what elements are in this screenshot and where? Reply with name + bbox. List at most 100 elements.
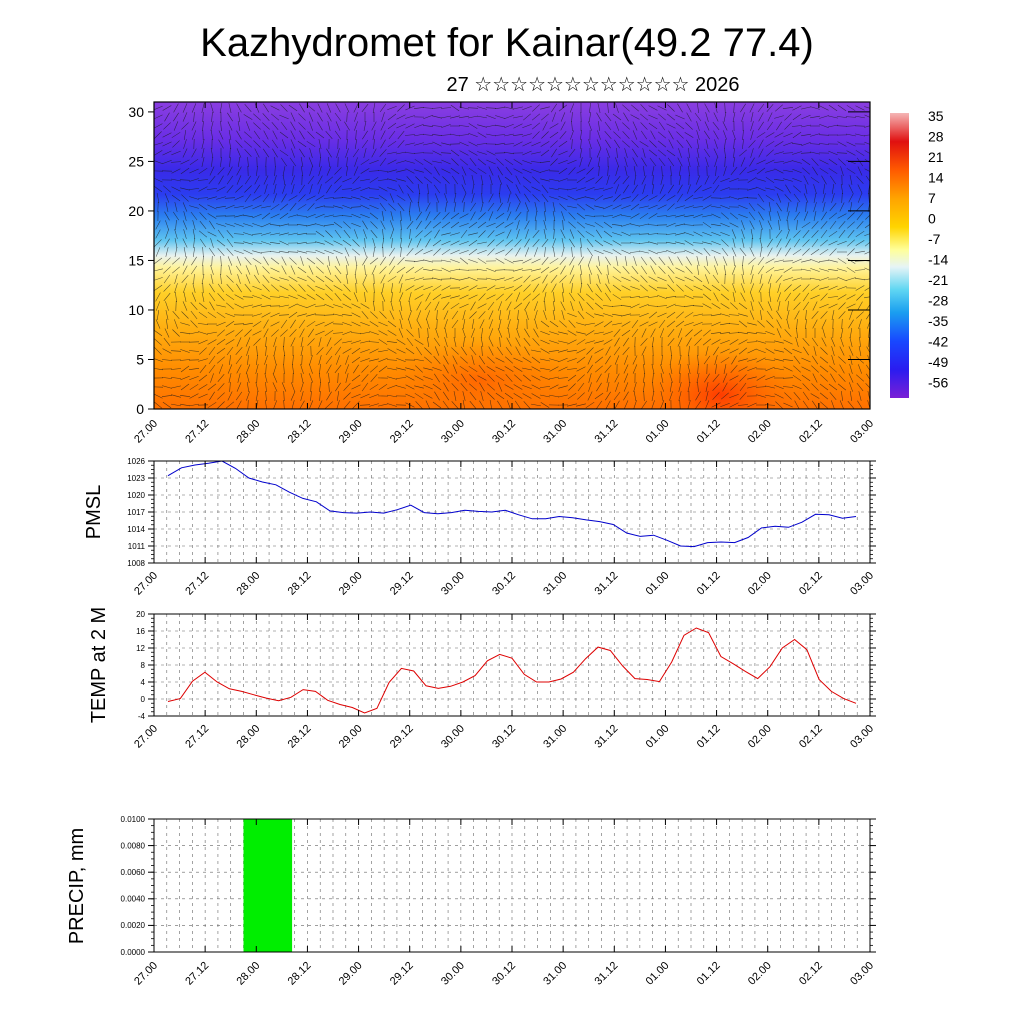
wind-barb [697, 381, 699, 393]
wind-barb [560, 301, 566, 311]
wind-barb [352, 176, 360, 184]
wind-barb [495, 277, 505, 281]
wind-barb [678, 355, 682, 365]
wind-barb [766, 149, 774, 157]
wind-barb [316, 266, 324, 274]
wind-barb [750, 274, 754, 284]
wind-barb [569, 256, 575, 266]
wind-barb [318, 166, 322, 176]
wind-barb [414, 339, 424, 345]
wind-barb [729, 402, 739, 408]
wind-barb [480, 337, 484, 347]
wind-barb [170, 161, 182, 163]
wind-barb [675, 241, 685, 245]
wind-barb [819, 105, 829, 111]
wind-barb [424, 167, 432, 175]
wind-barb [333, 304, 343, 308]
wind-barb [669, 364, 673, 374]
wind-barb [368, 188, 380, 190]
wind-barb [513, 159, 523, 165]
wind-barb [740, 283, 746, 293]
wind-barb [776, 319, 782, 329]
wind-barb [183, 211, 187, 221]
wind-barb [595, 400, 603, 409]
wind-barb [854, 278, 866, 280]
wind-barb [685, 329, 693, 337]
wind-barb [856, 356, 864, 364]
wind-barb [319, 363, 321, 375]
wind-barb [163, 257, 171, 265]
wind-barb [786, 211, 790, 221]
wind-barb [283, 399, 285, 409]
wind-barb [828, 124, 838, 128]
wind-barb [594, 302, 604, 310]
wind-barb [334, 167, 342, 175]
wind-barb [364, 291, 366, 303]
wind-barb [504, 158, 514, 166]
precip-x-tick-label: 28.00 [234, 960, 262, 988]
wind-barb [315, 230, 325, 238]
wind-barb [369, 177, 379, 183]
wind-barb [837, 383, 847, 391]
wind-barb [243, 223, 253, 227]
wind-barb [477, 106, 487, 110]
wind-barb [702, 186, 712, 192]
wind-barb [534, 319, 538, 329]
wind-barb [154, 393, 163, 399]
wind-barb [595, 229, 603, 239]
wind-barb [497, 328, 503, 338]
wind-barb [703, 355, 711, 365]
wind-barb [812, 373, 818, 383]
wind-barb [715, 165, 717, 177]
wind-barb [605, 256, 611, 266]
wind-barb [703, 329, 711, 337]
wind-barb [459, 294, 469, 300]
wind-barb [468, 259, 478, 263]
wind-barb [396, 114, 406, 120]
wind-barb [837, 213, 847, 219]
wind-barb [729, 375, 739, 381]
wind-barb [189, 393, 199, 399]
wind-barb [513, 115, 523, 119]
wind-barb [687, 157, 691, 167]
wind-barb [487, 392, 495, 400]
wind-barb [432, 115, 442, 119]
wind-barb [396, 169, 406, 173]
wind-barb [290, 265, 296, 275]
precip-x-tick-label: 30.00 [439, 960, 467, 988]
temp-x-tick-label: 01.12 [695, 723, 723, 751]
wind-barb [687, 382, 691, 392]
wind-barb [279, 295, 289, 299]
wind-barb [642, 184, 646, 194]
wind-barb [309, 121, 313, 131]
wind-barb [784, 122, 792, 130]
wind-barb [747, 358, 757, 362]
wind-barb [342, 322, 352, 326]
wind-barb [326, 103, 332, 113]
wind-barb [821, 337, 827, 347]
wind-barb [559, 320, 567, 328]
wind-barb [180, 349, 190, 353]
wind-barb [458, 125, 470, 127]
wind-barb [423, 249, 433, 255]
wind-barb [558, 195, 568, 201]
wind-barb [549, 384, 559, 390]
wind-barb [765, 141, 775, 147]
wind-barb [317, 112, 323, 122]
wind-barb [738, 196, 748, 200]
wind-barb [567, 349, 577, 353]
wind-barb [336, 391, 340, 401]
wind-barb [156, 310, 160, 320]
wind-barb [767, 247, 773, 257]
temp-y-tick-label: 12 [136, 644, 145, 653]
wind-barb [667, 157, 675, 167]
wind-barb [226, 302, 234, 310]
wind-barb [451, 158, 459, 166]
wind-barb [803, 175, 809, 185]
wind-barb [243, 232, 253, 236]
wind-barb [415, 346, 423, 356]
wind-barb [459, 303, 469, 309]
wind-barb [515, 175, 521, 185]
wind-barb [202, 120, 204, 132]
wind-barb [739, 382, 747, 392]
